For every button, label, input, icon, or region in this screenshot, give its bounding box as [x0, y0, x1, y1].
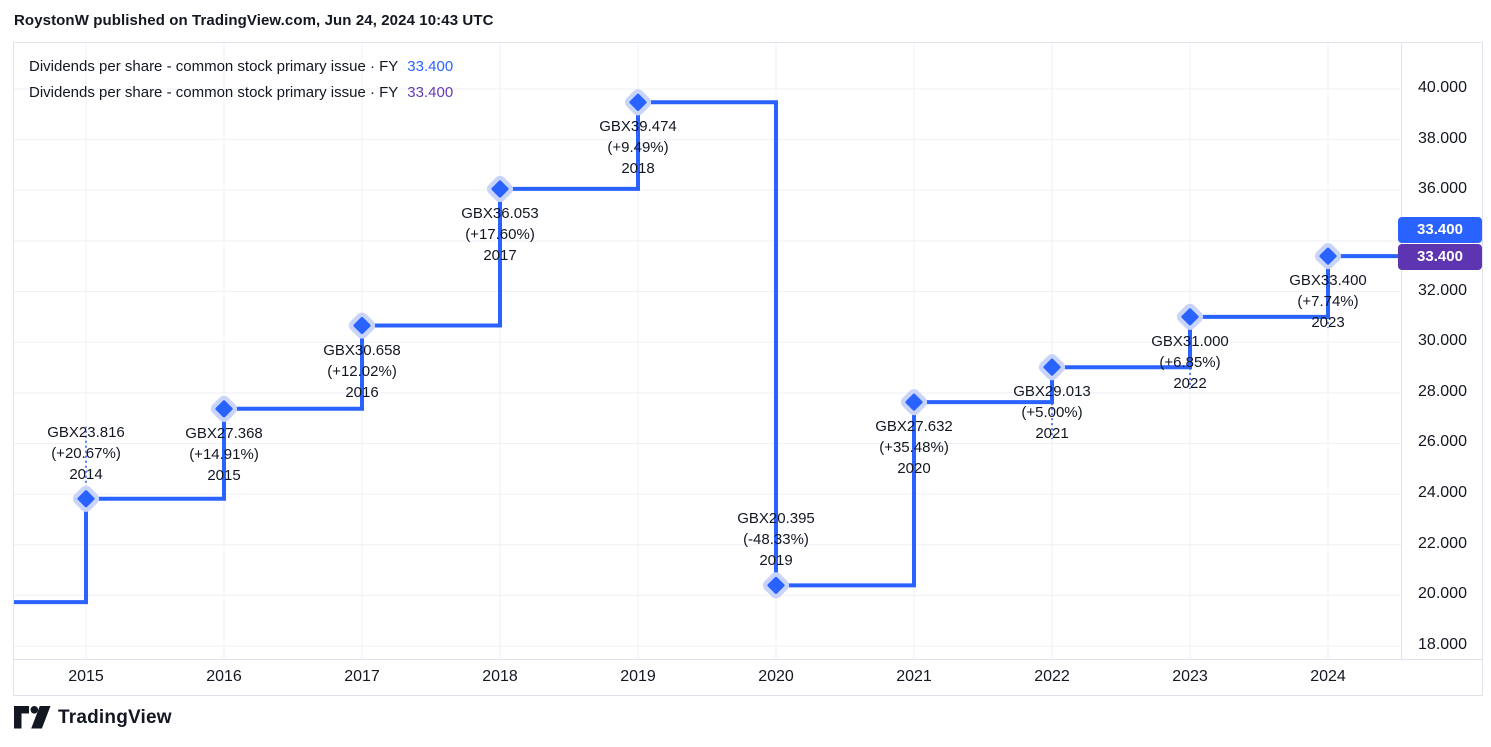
published-attribution: RoystonW published on TradingView.com, J… [14, 12, 494, 29]
tradingview-logo-icon[interactable] [14, 706, 51, 729]
data-point-label-2017: GBX36.053 (+17.60%) 2017 [461, 204, 539, 264]
time-axis: 2015 2016 2017 2018 2019 2020 2021 2022 2023 2024 [14, 659, 1482, 696]
data-point-label-2021: GBX29.013 (+5.00%) 2021 [1013, 383, 1091, 443]
y-axis-label: 28.000 [1418, 382, 1467, 400]
data-point-label-2020: GBX27.632 (+35.48%) 2020 [875, 418, 953, 478]
data-point-marker [491, 180, 509, 198]
data-point-marker [629, 93, 647, 111]
y-axis-label: 38.000 [1418, 129, 1467, 147]
price-badge-1: 33.400 [1398, 217, 1482, 243]
x-axis-label: 2024 [1310, 668, 1346, 685]
x-axis-label: 2017 [344, 668, 380, 685]
data-point-label-2016: GBX30.658 (+12.02%) 2016 [323, 341, 401, 401]
legend-series-title: Dividends per share - common stock prima… [29, 58, 399, 75]
legend-series-title: Dividends per share - common stock prima… [29, 84, 399, 101]
x-axis-label: 2018 [482, 668, 518, 685]
data-point-marker [905, 393, 923, 411]
x-axis-label: 2016 [206, 668, 242, 685]
data-point-label-2015: GBX27.368 (+14.91%) 2015 [185, 424, 263, 484]
price-axis: 40.000 38.000 36.000 32.000 30.000 28.000 26.0… [1401, 43, 1483, 659]
x-axis-label: 2022 [1034, 668, 1070, 685]
data-point-marker [353, 316, 371, 335]
x-axis-label: 2019 [620, 668, 656, 685]
legend-series-value: 33.400 [407, 84, 454, 101]
data-point-marker [1181, 308, 1199, 326]
y-axis-label: 32.000 [1418, 281, 1467, 299]
data-point-label-2022: GBX31.000 (+6.85%) 2022 [1151, 332, 1229, 392]
chart-canvas [14, 43, 1401, 659]
y-axis-label: 40.000 [1418, 79, 1467, 96]
data-point-marker [1043, 358, 1061, 376]
price-badge-2: 33.400 [1398, 244, 1482, 270]
y-axis-label: 22.000 [1418, 534, 1467, 552]
x-axis-label: 2015 [68, 668, 104, 685]
chart-widget: GBX23.816 (+20.67%) 2014 GBX27.368 (+14.91%)… [13, 42, 1483, 696]
y-axis-label: 20.000 [1418, 585, 1467, 603]
data-point-label-2018: GBX39.474 (+9.49%) 2018 [599, 118, 677, 178]
x-axis-label: 2020 [758, 668, 794, 685]
data-point-marker [215, 400, 233, 418]
legend-row-1[interactable]: Dividends per share - common stock prima… [29, 54, 453, 80]
chart-legend: Dividends per share - common stock prima… [29, 54, 453, 106]
footer: TradingView [14, 706, 172, 729]
chart-plot-area[interactable]: GBX23.816 (+20.67%) 2014 GBX27.368 (+14.91%)… [14, 43, 1401, 659]
data-point-label-2014: GBX23.816 (+20.67%) 2014 [47, 423, 125, 483]
data-point-label-2023: GBX33.400 (+7.74%) 2023 [1289, 272, 1367, 332]
data-point-label-2019: GBX20.395 (-48.33%) 2019 [737, 510, 815, 570]
y-axis-label: 18.000 [1418, 636, 1467, 653]
legend-row-2[interactable]: Dividends per share - common stock prima… [29, 80, 453, 106]
data-point-marker [1319, 247, 1337, 265]
y-axis-label: 24.000 [1418, 484, 1467, 502]
x-axis-label: 2023 [1172, 668, 1208, 685]
data-point-marker [77, 490, 95, 508]
y-axis-label: 36.000 [1418, 180, 1467, 198]
tradingview-brand-text[interactable]: TradingView [58, 706, 172, 728]
legend-series-value: 33.400 [407, 58, 454, 75]
y-axis-label: 30.000 [1418, 332, 1467, 350]
dividends-step-line [14, 100, 1401, 605]
y-axis-label: 26.000 [1418, 433, 1467, 451]
x-axis-label: 2021 [896, 668, 932, 685]
data-point-marker [767, 576, 785, 594]
